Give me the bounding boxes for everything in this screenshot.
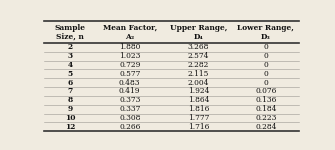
Text: 7: 7 (67, 87, 73, 95)
Text: 0.223: 0.223 (255, 114, 276, 122)
Text: 1.716: 1.716 (188, 123, 209, 131)
Text: 1.924: 1.924 (188, 87, 209, 95)
Text: 1.880: 1.880 (119, 43, 140, 51)
Text: 0.136: 0.136 (255, 96, 276, 104)
Text: 0.577: 0.577 (119, 70, 140, 78)
Text: 0.483: 0.483 (119, 79, 140, 87)
Text: Mean Factor,
A₂: Mean Factor, A₂ (103, 24, 157, 41)
Text: 0.373: 0.373 (119, 96, 140, 104)
Text: 1.023: 1.023 (119, 52, 140, 60)
Text: 2.574: 2.574 (188, 52, 209, 60)
Text: 0.076: 0.076 (255, 87, 276, 95)
Text: 0.419: 0.419 (119, 87, 140, 95)
Text: 3.268: 3.268 (188, 43, 209, 51)
Text: 0: 0 (263, 79, 268, 87)
Text: 0: 0 (263, 61, 268, 69)
Text: 5: 5 (67, 70, 73, 78)
Text: Upper Range,
D₄: Upper Range, D₄ (170, 24, 227, 41)
Text: 2.115: 2.115 (188, 70, 209, 78)
Text: Lower Range,
D₃: Lower Range, D₃ (238, 24, 294, 41)
Text: 0.284: 0.284 (255, 123, 277, 131)
Text: 6: 6 (67, 79, 73, 87)
Text: 2.004: 2.004 (188, 79, 209, 87)
Text: 0.184: 0.184 (255, 105, 277, 113)
Text: 12: 12 (65, 123, 75, 131)
Text: 1.816: 1.816 (188, 105, 209, 113)
Text: 0.308: 0.308 (119, 114, 140, 122)
Text: 0.266: 0.266 (119, 123, 140, 131)
Text: 0.729: 0.729 (119, 61, 140, 69)
Text: 9: 9 (67, 105, 72, 113)
Text: 0.337: 0.337 (119, 105, 140, 113)
Text: 8: 8 (67, 96, 73, 104)
Text: 2: 2 (67, 43, 72, 51)
Text: 0: 0 (263, 43, 268, 51)
Text: 2.282: 2.282 (188, 61, 209, 69)
Text: Sample
Size, n: Sample Size, n (54, 24, 85, 41)
Text: 10: 10 (65, 114, 75, 122)
Text: 1.864: 1.864 (188, 96, 209, 104)
Text: 0: 0 (263, 70, 268, 78)
Text: 4: 4 (67, 61, 73, 69)
Text: 3: 3 (67, 52, 72, 60)
Text: 0: 0 (263, 52, 268, 60)
Text: 1.777: 1.777 (188, 114, 209, 122)
